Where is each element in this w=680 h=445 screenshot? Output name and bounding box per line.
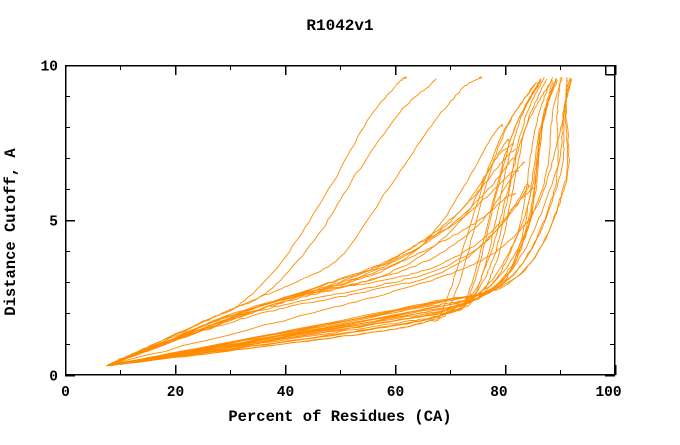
- svg-text:R1042v1: R1042v1: [306, 17, 373, 35]
- svg-text:0: 0: [61, 385, 70, 401]
- svg-text:100: 100: [595, 385, 621, 401]
- svg-text:60: 60: [387, 385, 404, 401]
- svg-text:Percent of Residues (CA): Percent of Residues (CA): [228, 408, 451, 426]
- svg-text:Distance Cutoff, A: Distance Cutoff, A: [2, 148, 20, 316]
- svg-text:80: 80: [490, 385, 507, 401]
- svg-text:5: 5: [49, 215, 58, 231]
- svg-text:0: 0: [49, 370, 58, 386]
- svg-text:20: 20: [167, 385, 184, 401]
- svg-text:10: 10: [41, 60, 58, 76]
- svg-text:40: 40: [277, 385, 294, 401]
